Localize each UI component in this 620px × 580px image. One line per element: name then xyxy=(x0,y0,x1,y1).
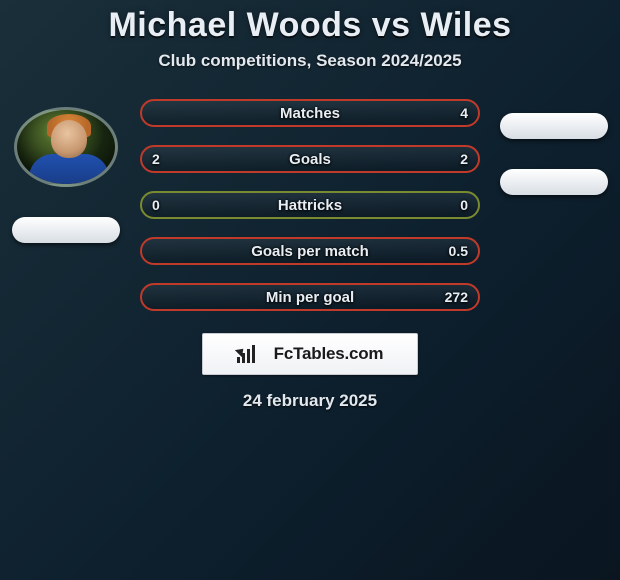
player-left-avatar xyxy=(14,107,118,187)
player-right-name-pill-2 xyxy=(500,169,608,195)
stat-bar-goals_per_match: Goals per match 0.5 xyxy=(140,237,480,265)
stat-bar-hattricks: 0 Hattricks 0 xyxy=(140,191,480,219)
content-row: Matches 4 2 Goals 2 0 Hattricks 0 Goals per matc… xyxy=(0,99,620,311)
page-title: Michael Woods vs Wiles xyxy=(0,6,620,45)
stat-right-value: 4 xyxy=(460,105,468,121)
stat-right-value: 0.5 xyxy=(449,243,468,259)
comparison-card: Michael Woods vs Wiles Club competitions… xyxy=(0,0,620,411)
stat-label: Hattricks xyxy=(278,197,342,214)
stat-right-value: 272 xyxy=(445,289,468,305)
player-right-name-pill xyxy=(500,113,608,139)
stat-left-value: 0 xyxy=(152,197,160,213)
stat-right-value: 0 xyxy=(460,197,468,213)
stat-bar-min_per_goal: Min per goal 272 xyxy=(140,283,480,311)
brand-badge: FcTables.com xyxy=(202,333,418,375)
stat-label: Goals xyxy=(289,151,331,168)
stat-label: Goals per match xyxy=(251,243,369,260)
stat-label: Matches xyxy=(280,105,340,122)
subtitle: Club competitions, Season 2024/2025 xyxy=(0,51,620,71)
stat-bar-matches: Matches 4 xyxy=(140,99,480,127)
stat-label: Min per goal xyxy=(266,289,354,306)
stat-left-value: 2 xyxy=(152,151,160,167)
stat-bar-goals: 2 Goals 2 xyxy=(140,145,480,173)
snapshot-date: 24 february 2025 xyxy=(0,391,620,411)
player-left-column xyxy=(10,99,122,243)
stats-column: Matches 4 2 Goals 2 0 Hattricks 0 Goals per matc… xyxy=(140,99,480,311)
player-right-column xyxy=(498,99,610,195)
player-left-name-pill xyxy=(12,217,120,243)
stat-right-value: 2 xyxy=(460,151,468,167)
brand-name: FcTables.com xyxy=(274,344,384,364)
